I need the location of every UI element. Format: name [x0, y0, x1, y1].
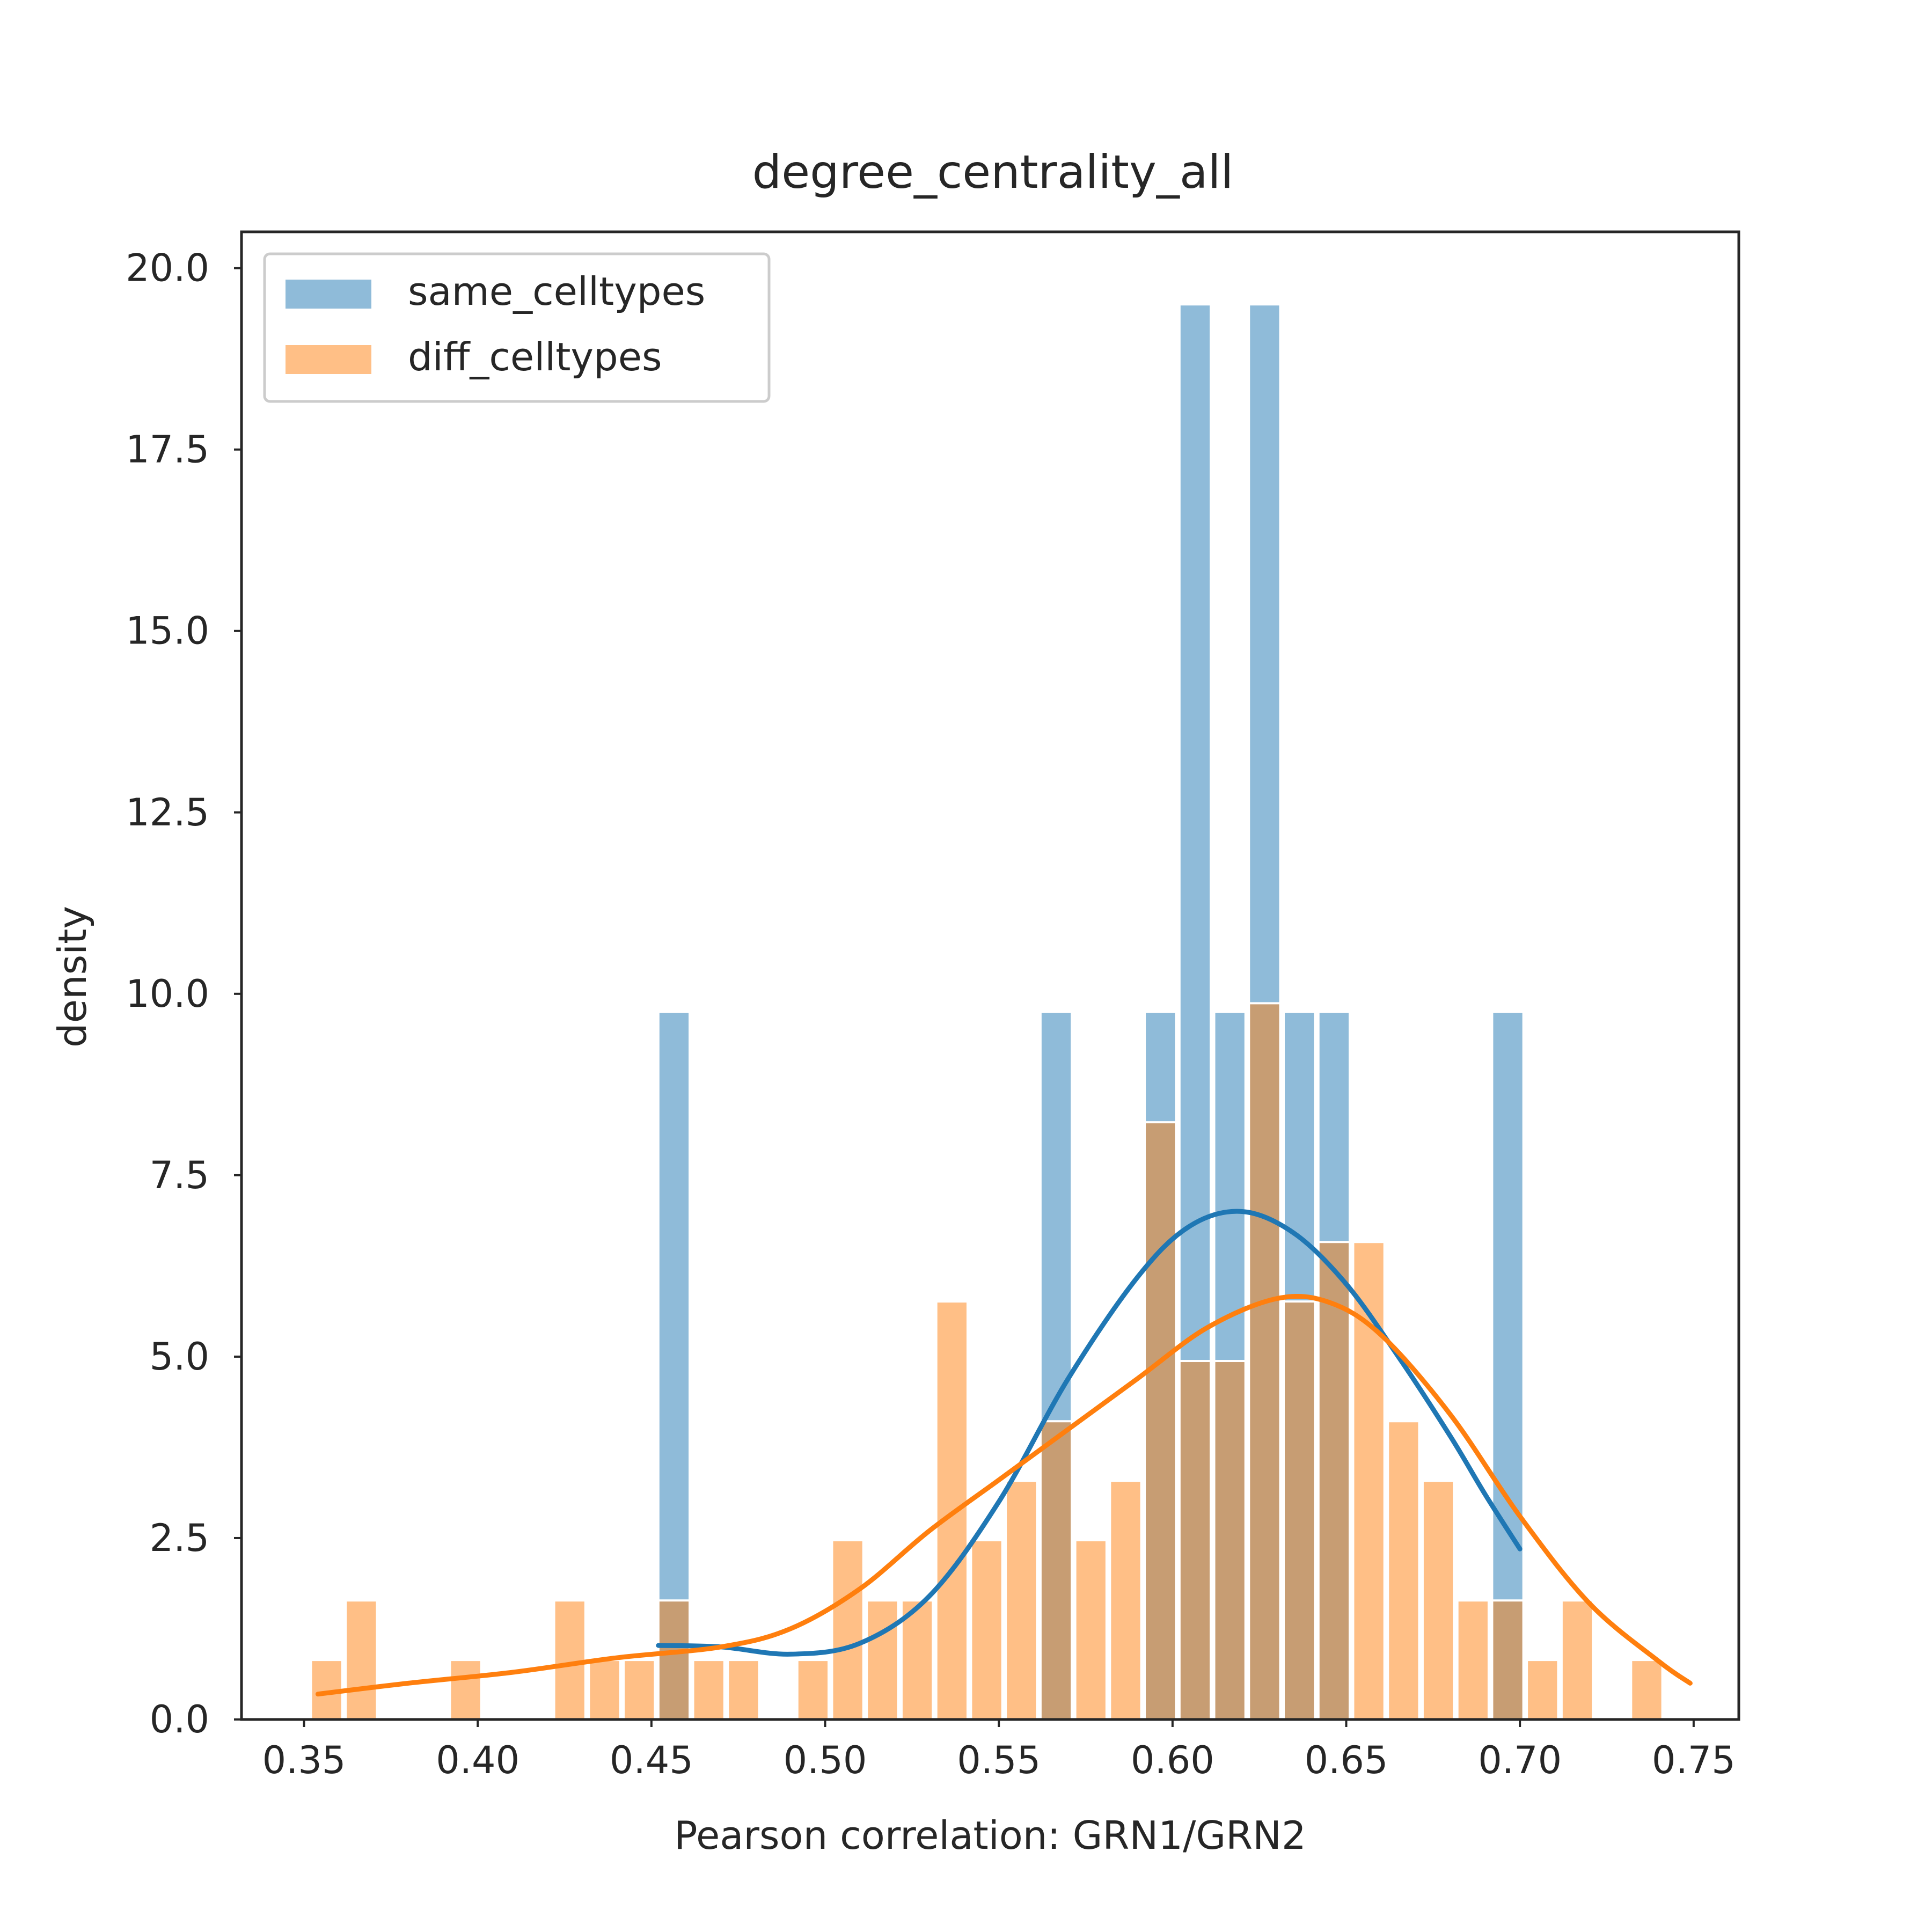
- bar-diff-celltypes-13: [935, 1300, 969, 1721]
- plot-area-frame: [240, 230, 1740, 1721]
- bar-diff-celltypes-30: [1526, 1659, 1560, 1721]
- y-axis-ticks: 0.0 2.5 5.0 7.5 10.0 12.5 15.0 17.5 20.0: [126, 246, 241, 1741]
- kde-line-same-celltypes: [656, 1209, 1523, 1657]
- bar-diff-celltypes-20: [1178, 1360, 1212, 1721]
- legend-swatch-same-celltypes: [286, 280, 371, 309]
- bar-diff-celltypes-2: [449, 1659, 482, 1721]
- x-tick-label: 0.60: [1131, 1738, 1214, 1782]
- kde-line-diff-celltypes: [315, 1293, 1693, 1697]
- bar-diff-celltypes-4: [588, 1659, 621, 1721]
- legend-box: [263, 252, 771, 403]
- bar-diff-celltypes-9: [796, 1659, 830, 1721]
- x-axis-label: Pearson correlation: GRN1/GRN2: [674, 1813, 1306, 1858]
- legend-label-same-celltypes: same_celltypes: [408, 269, 705, 314]
- x-tick-label: 0.35: [262, 1738, 346, 1782]
- legend-swatch-diff-celltypes: [286, 345, 371, 374]
- bar-diff-celltypes-23: [1282, 1300, 1316, 1721]
- bar-diff-celltypes-16: [1039, 1420, 1073, 1721]
- bar-diff-celltypes-21: [1213, 1360, 1247, 1721]
- bar-diff-celltypes-14: [970, 1539, 1004, 1721]
- bar-diff-celltypes-8: [727, 1659, 760, 1721]
- y-tick-label: 12.5: [126, 791, 209, 835]
- x-tick-label: 0.50: [784, 1738, 867, 1782]
- bar-diff-celltypes-27: [1421, 1480, 1455, 1721]
- y-tick-label: 20.0: [126, 246, 209, 290]
- bar-diff-celltypes-17: [1074, 1539, 1108, 1721]
- bar-diff-celltypes-29: [1491, 1599, 1525, 1721]
- x-tick-label: 0.40: [436, 1738, 519, 1782]
- bar-diff-celltypes-26: [1387, 1420, 1421, 1721]
- bar-diff-celltypes-15: [1005, 1480, 1038, 1721]
- x-tick-label: 0.55: [957, 1738, 1041, 1782]
- bar-diff-celltypes-24: [1317, 1241, 1351, 1721]
- x-tick-label: 0.45: [610, 1738, 693, 1782]
- bar-diff-celltypes-11: [866, 1599, 899, 1721]
- y-tick-label: 17.5: [126, 428, 209, 472]
- y-tick-label: 15.0: [126, 609, 209, 653]
- legend-label-diff-celltypes: diff_celltypes: [408, 334, 662, 379]
- y-tick-label: 0.0: [150, 1697, 209, 1741]
- bar-diff-celltypes-6: [657, 1599, 691, 1721]
- bar-diff-celltypes-10: [831, 1539, 865, 1721]
- y-axis-label: density: [50, 906, 95, 1048]
- x-axis-ticks: 0.35 0.40 0.45 0.50 0.55 0.60 0.65 0.70 0.75: [262, 1719, 1736, 1782]
- bar-diff-celltypes-7: [692, 1659, 726, 1721]
- bar-diff-celltypes-18: [1109, 1480, 1143, 1721]
- y-tick-label: 10.0: [126, 972, 209, 1016]
- y-tick-label: 5.0: [150, 1335, 209, 1379]
- y-tick-label: 7.5: [150, 1153, 209, 1197]
- bar-diff-celltypes-32: [1630, 1659, 1664, 1721]
- bar-diff-celltypes-3: [553, 1599, 587, 1721]
- chart-title: degree_centrality_all: [752, 145, 1234, 199]
- bar-diff-celltypes-28: [1456, 1599, 1490, 1721]
- bar-diff-celltypes-5: [623, 1659, 656, 1721]
- bar-diff-celltypes-19: [1144, 1121, 1177, 1721]
- bar-diff-celltypes-22: [1248, 1002, 1282, 1721]
- x-tick-label: 0.65: [1305, 1738, 1388, 1782]
- legend[interactable]: same_celltypes diff_celltypes: [263, 252, 771, 403]
- kde-curves: [315, 1209, 1693, 1697]
- x-tick-label: 0.70: [1478, 1738, 1562, 1782]
- bar-diff-celltypes-1: [345, 1599, 378, 1721]
- series-diff-celltypes-bars: [310, 1002, 1664, 1721]
- bar-diff-celltypes-31: [1560, 1599, 1594, 1721]
- y-tick-label: 2.5: [150, 1516, 209, 1560]
- x-tick-label: 0.75: [1652, 1738, 1736, 1782]
